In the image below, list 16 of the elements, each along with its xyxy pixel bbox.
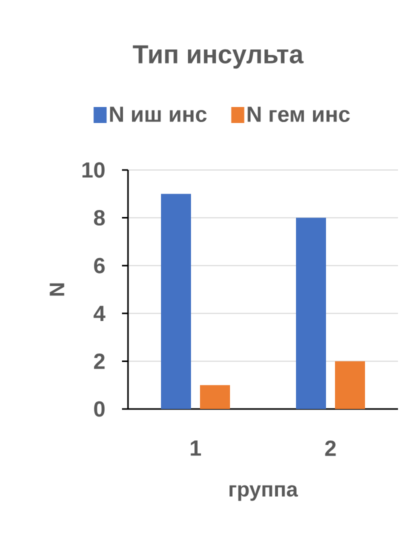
legend-label: N иш инс bbox=[110, 106, 207, 122]
legend-label: N гем инс bbox=[248, 106, 350, 122]
chart-title: Тип инсульта bbox=[132, 45, 304, 69]
y-tick-label: 6 bbox=[94, 258, 105, 274]
x-tick-label: 1 bbox=[190, 440, 201, 456]
bar bbox=[200, 385, 230, 409]
y-axis-title: N bbox=[50, 283, 64, 296]
y-tick-label: 10 bbox=[82, 162, 105, 178]
bar bbox=[335, 361, 366, 409]
y-tick-label: 2 bbox=[94, 354, 105, 369]
y-tick-label: 8 bbox=[94, 210, 105, 226]
y-tick-label: 4 bbox=[94, 306, 106, 321]
bar bbox=[296, 218, 326, 409]
bar bbox=[161, 194, 191, 409]
x-axis-title: группа bbox=[230, 485, 298, 501]
y-tick-label: 0 bbox=[94, 401, 105, 417]
